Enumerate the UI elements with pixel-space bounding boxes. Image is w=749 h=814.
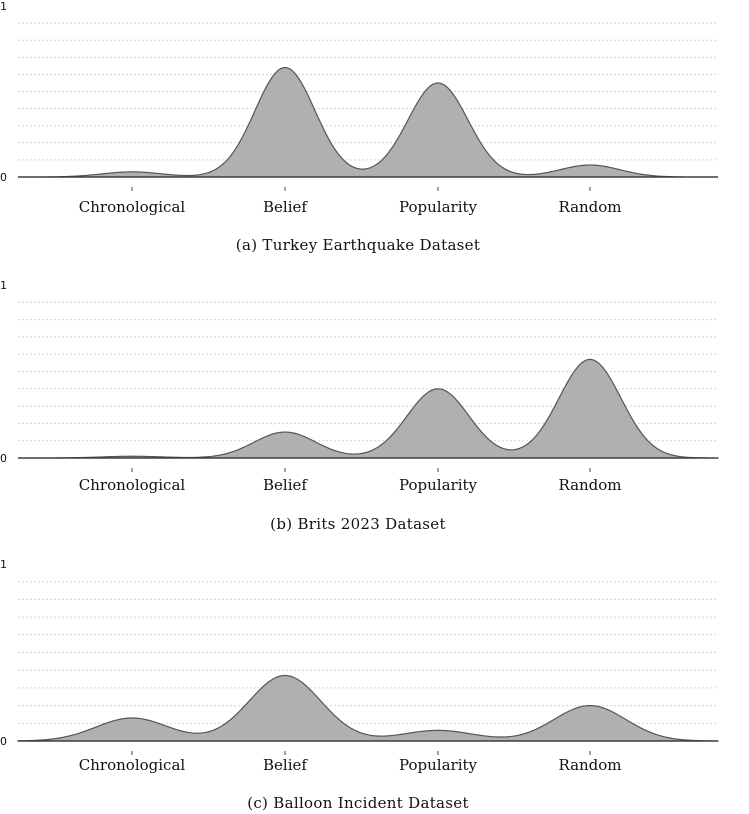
gridlines (18, 22, 718, 161)
gridlines (18, 581, 718, 724)
panel-caption: (b) Brits 2023 Dataset (270, 515, 446, 533)
xtick-label-popularity: Popularity (399, 476, 478, 494)
xtick-label-random: Random (558, 198, 621, 216)
panel-brits-2023: 1 0 Chronological Belief Popularity Rand… (0, 279, 719, 533)
density-area (18, 67, 718, 178)
ytick-label-1: 1 (0, 279, 7, 292)
panel-turkey-earthquake: 1 0 Chronological Belief Popularity Rand… (0, 0, 718, 254)
xtick-label-chronological: Chronological (79, 756, 186, 774)
ytick-label-1: 1 (0, 0, 7, 13)
xtick-label-random: Random (558, 756, 621, 774)
ytick-label-1: 1 (0, 558, 7, 571)
x-tickmarks (131, 187, 591, 191)
ytick-label-0: 0 (0, 735, 7, 748)
gridlines (18, 301, 718, 442)
x-tickmarks (131, 751, 591, 755)
xtick-label-belief: Belief (263, 476, 308, 494)
panel-caption: (c) Balloon Incident Dataset (247, 794, 469, 812)
panel-caption: (a) Turkey Earthquake Dataset (236, 236, 480, 254)
xtick-label-chronological: Chronological (79, 476, 186, 494)
xtick-label-random: Random (558, 476, 621, 494)
density-area (18, 358, 719, 459)
ytick-label-0: 0 (0, 171, 7, 184)
xtick-label-popularity: Popularity (399, 756, 478, 774)
xtick-label-belief: Belief (263, 198, 308, 216)
panel-balloon-incident: 1 0 Chronological Belief Popularity Rand… (0, 558, 719, 812)
xtick-label-popularity: Popularity (399, 198, 478, 216)
x-tickmarks (131, 468, 591, 472)
ytick-label-0: 0 (0, 452, 7, 465)
xtick-label-chronological: Chronological (79, 198, 186, 216)
xtick-label-belief: Belief (263, 756, 308, 774)
density-area (17, 674, 719, 742)
